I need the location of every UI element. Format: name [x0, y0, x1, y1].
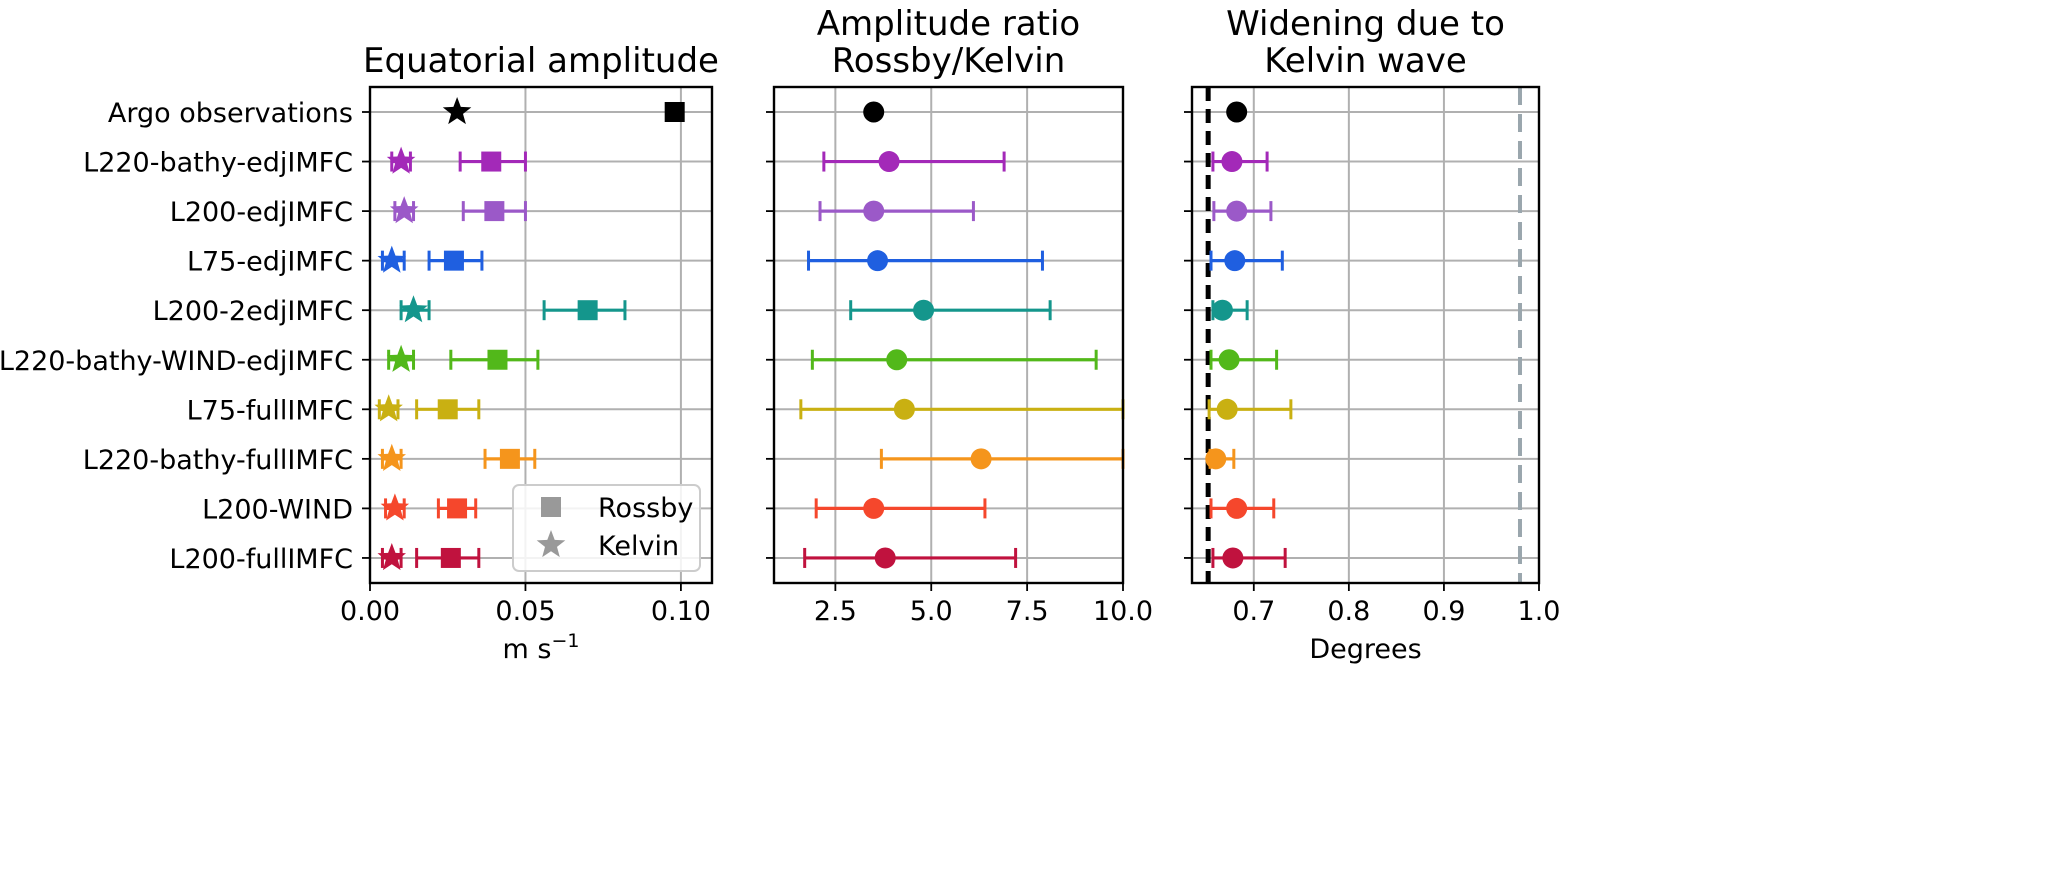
x-tick-label: 0.7 — [1232, 596, 1275, 627]
row-label: L200-edjIMFC — [170, 197, 353, 228]
data-point-circle — [1221, 151, 1243, 173]
data-point-square — [440, 547, 461, 568]
axes-frame — [368, 85, 714, 585]
x-axis-label-exponent: −1 — [551, 630, 579, 652]
x-tick-label: 0.05 — [495, 596, 555, 627]
panel-title: Widening due to — [1226, 4, 1505, 44]
data-point-star — [389, 196, 419, 224]
panel-title: Equatorial amplitude — [363, 41, 719, 81]
data-point-star — [386, 344, 416, 372]
data-point-circle — [1216, 398, 1238, 420]
data-point-star — [399, 295, 428, 323]
row-label: L200-fullIMFC — [169, 544, 353, 575]
axes-frame — [772, 85, 1125, 585]
legend-label: Kelvin — [598, 531, 679, 562]
legend-marker-square — [541, 497, 561, 517]
panel-subtitle: Rossby/Kelvin — [832, 41, 1066, 81]
x-axis-label: m s−1 — [503, 630, 580, 665]
data-point-circle — [863, 101, 885, 123]
row-label: L220-bathy-fullIMFC — [83, 445, 353, 476]
data-point-circle — [1205, 448, 1227, 470]
panel-title: Amplitude ratio — [817, 4, 1080, 44]
data-point-square — [481, 151, 502, 172]
data-point-circle — [863, 200, 885, 222]
data-point-circle — [878, 151, 900, 173]
x-tick-label: 0.9 — [1422, 596, 1465, 627]
row-label: L220-bathy-edjIMFC — [83, 148, 353, 179]
row-label: L75-fullIMFC — [187, 395, 353, 426]
data-point-square — [443, 250, 464, 271]
data-point-square — [664, 102, 685, 122]
data-point-circle — [913, 299, 935, 321]
data-point-square — [487, 349, 508, 370]
x-axis-label-text: m s — [503, 634, 552, 665]
data-point-square — [437, 399, 458, 420]
panel-subtitle: Kelvin wave — [1264, 41, 1467, 81]
data-point-circle — [1226, 101, 1248, 123]
data-point-star — [377, 245, 406, 273]
row-label: L200-2edjIMFC — [153, 296, 353, 327]
legend-marker-star — [536, 530, 566, 558]
data-point-star — [377, 543, 406, 571]
data-point-star — [442, 97, 472, 125]
x-tick-label: 0.8 — [1327, 596, 1370, 627]
data-point-square — [577, 300, 598, 321]
data-point-circle — [893, 398, 915, 420]
data-point-star — [377, 443, 406, 471]
row-label: Argo observations — [108, 98, 353, 129]
x-tick-label: 2.5 — [814, 596, 857, 627]
data-point-circle — [863, 497, 885, 519]
data-point-star — [386, 146, 416, 174]
data-point-circle — [867, 250, 889, 272]
x-tick-label: 0.10 — [651, 596, 711, 627]
data-point-circle — [1224, 250, 1246, 272]
row-label: L200-WIND — [202, 494, 353, 525]
data-point-square — [499, 448, 520, 469]
legend-label: Rossby — [598, 493, 693, 524]
data-point-circle — [1218, 349, 1240, 371]
x-tick-label: 5.0 — [910, 596, 953, 627]
data-point-circle — [1226, 497, 1248, 519]
data-point-star — [380, 493, 410, 521]
data-point-circle — [874, 547, 896, 569]
x-tick-label: 1.0 — [1518, 596, 1561, 627]
x-tick-label: 10.0 — [1093, 596, 1153, 627]
data-point-circle — [1226, 200, 1248, 222]
data-point-circle — [1222, 547, 1244, 569]
data-point-circle — [886, 349, 908, 371]
row-label: L75-edjIMFC — [187, 247, 353, 278]
x-axis-label: Degrees — [1309, 634, 1421, 665]
data-point-square — [484, 201, 505, 222]
data-point-circle — [970, 448, 992, 470]
data-point-star — [374, 394, 403, 422]
x-axis-label-text: Degrees — [1309, 634, 1421, 665]
data-point-circle — [1211, 299, 1233, 321]
axes-frame — [1190, 85, 1541, 585]
x-tick-label: 0.00 — [340, 596, 400, 627]
row-label: L220-bathy-WIND-edjIMFC — [0, 346, 353, 377]
x-tick-label: 7.5 — [1006, 596, 1049, 627]
data-point-square — [447, 498, 468, 519]
